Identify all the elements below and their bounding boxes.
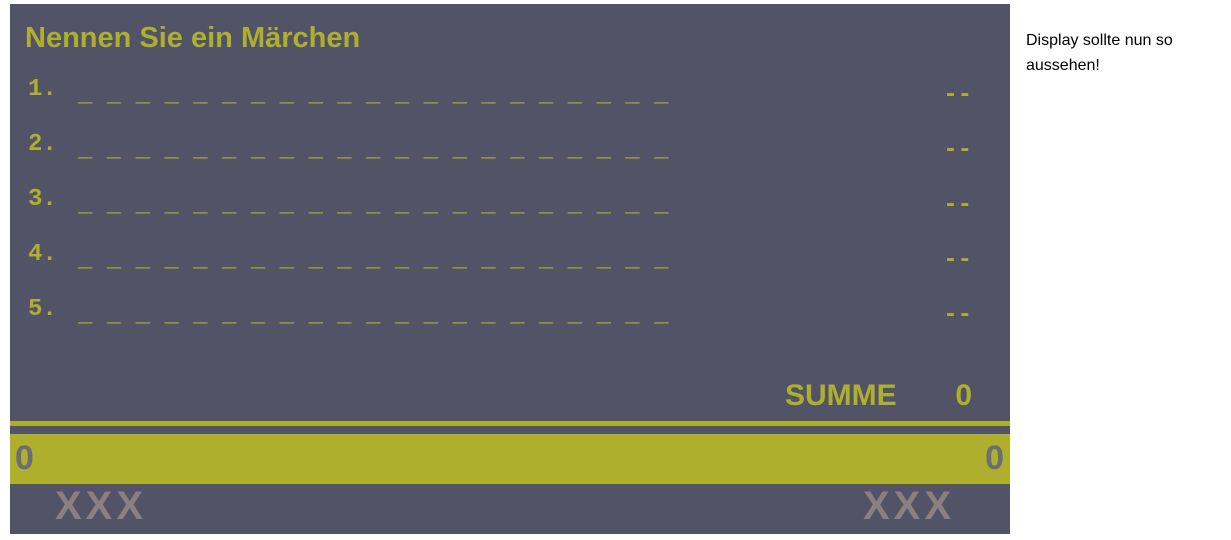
team-right-strikes: XXX: [863, 484, 956, 528]
sum-value: 0: [955, 379, 972, 412]
divider: [10, 421, 1010, 426]
answer-number: 1.: [28, 76, 57, 103]
answer-number: 2.: [28, 131, 57, 158]
answer-row: 3. _ _ _ _ _ _ _ _ _ _ _ _ _ _ _ _ _ _ _…: [10, 180, 1010, 220]
question-title: Nennen Sie ein Märchen: [25, 22, 361, 54]
answer-number: 4.: [28, 241, 57, 268]
game-board: Nennen Sie ein Märchen 1. _ _ _ _ _ _ _ …: [10, 4, 1010, 534]
answer-row: 4. _ _ _ _ _ _ _ _ _ _ _ _ _ _ _ _ _ _ _…: [10, 235, 1010, 275]
answer-number: 3.: [28, 186, 57, 213]
answer-row: 1. _ _ _ _ _ _ _ _ _ _ _ _ _ _ _ _ _ _ _…: [10, 70, 1010, 110]
answer-points: --: [943, 192, 972, 219]
answer-placeholder: _ _ _ _ _ _ _ _ _ _ _ _ _ _ _ _ _ _ _ _ …: [78, 247, 669, 274]
team-right-score: 0: [985, 439, 1004, 477]
answer-placeholder: _ _ _ _ _ _ _ _ _ _ _ _ _ _ _ _ _ _ _ _ …: [78, 82, 669, 109]
side-note: Display sollte nun so aussehen!: [1026, 32, 1173, 74]
answer-points: --: [943, 247, 972, 274]
team-left-strikes: XXX: [55, 484, 148, 528]
answer-row: 2. _ _ _ _ _ _ _ _ _ _ _ _ _ _ _ _ _ _ _…: [10, 125, 1010, 165]
team-score-bar: 0 0: [10, 434, 1010, 484]
answer-points: --: [943, 302, 972, 329]
answer-number: 5.: [28, 296, 57, 323]
answer-points: --: [943, 82, 972, 109]
sum-label: SUMME: [785, 379, 897, 412]
answer-placeholder: _ _ _ _ _ _ _ _ _ _ _ _ _ _ _ _ _ _ _ _ …: [78, 192, 669, 219]
team-left-score: 0: [15, 439, 34, 477]
answer-row: 5. _ _ _ _ _ _ _ _ _ _ _ _ _ _ _ _ _ _ _…: [10, 290, 1010, 330]
answer-points: --: [943, 137, 972, 164]
answer-placeholder: _ _ _ _ _ _ _ _ _ _ _ _ _ _ _ _ _ _ _ _ …: [78, 302, 669, 329]
answer-placeholder: _ _ _ _ _ _ _ _ _ _ _ _ _ _ _ _ _ _ _ _ …: [78, 137, 669, 164]
